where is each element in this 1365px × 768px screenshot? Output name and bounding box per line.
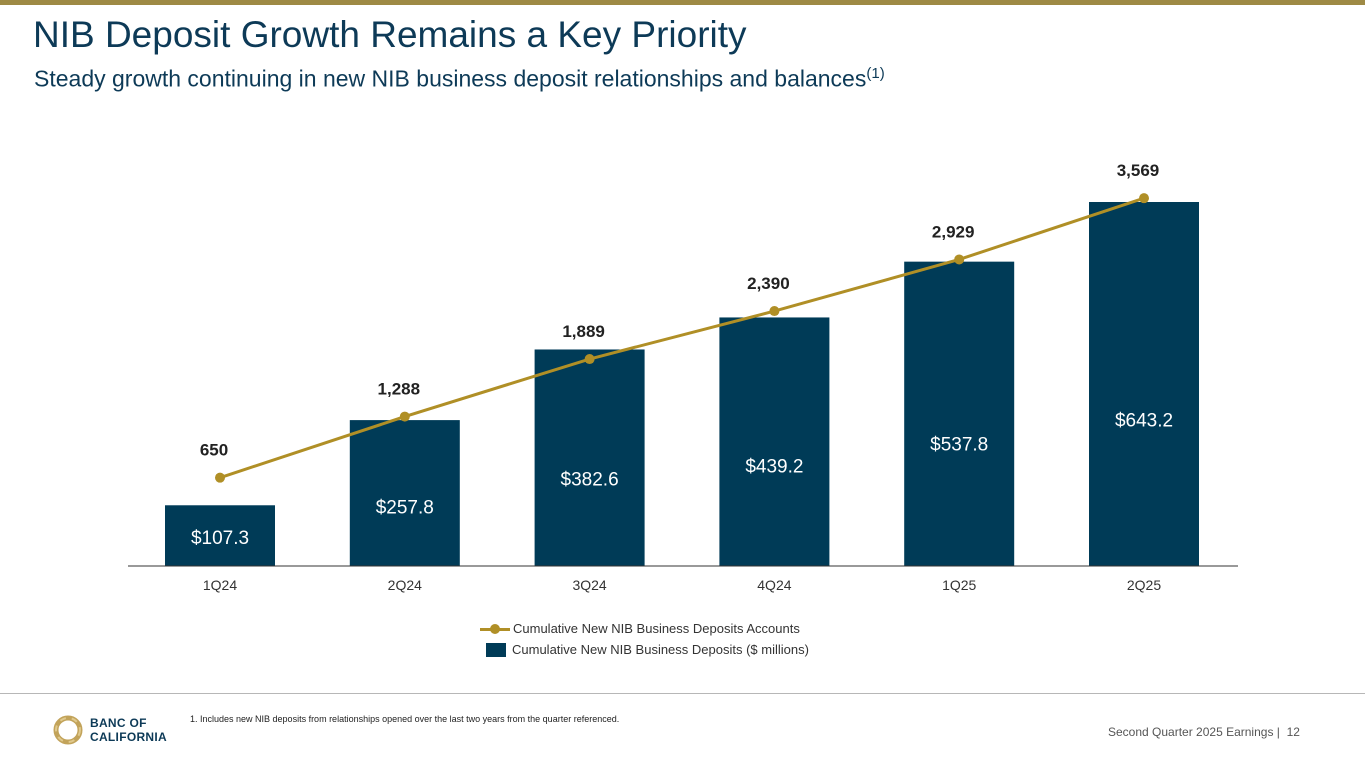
accounts-point xyxy=(399,411,410,422)
accounts-point xyxy=(215,472,225,483)
line-value-label: 1,889 xyxy=(562,322,605,341)
logo-text: BANC OF CALIFORNIA xyxy=(90,716,167,744)
bank-logo: BANC OF CALIFORNIA xyxy=(52,713,167,747)
legend-label-accounts: Cumulative New NIB Business Deposits Acc… xyxy=(513,621,800,636)
subtitle-footnote-ref: (1) xyxy=(866,65,885,82)
line-value-label: 1,288 xyxy=(378,380,421,399)
chart-legend: Cumulative New NIB Business Deposits Acc… xyxy=(480,618,809,660)
accounts-line xyxy=(219,196,1145,480)
accounts-point xyxy=(954,254,965,265)
bar-value-label: $382.6 xyxy=(561,469,619,490)
bar-4q24 xyxy=(719,317,830,566)
legend-bar-swatch xyxy=(486,642,506,657)
bar-2q25 xyxy=(1089,202,1199,566)
bar-value-label: $107.3 xyxy=(191,528,249,549)
legend-item-accounts: Cumulative New NIB Business Deposits Acc… xyxy=(480,618,809,639)
bar-1q24 xyxy=(165,505,275,566)
page-number: 12 xyxy=(1286,725,1300,739)
deposit-growth-chart: $107.3 $257.8 $382.6 $439.2 $537.8 $643.2 1Q24… xyxy=(128,161,1238,593)
subtitle-text: Steady growth continuing in new NIB busi… xyxy=(34,65,867,92)
bar-1q25 xyxy=(904,261,1015,566)
footnote: 1. Includes new NIB deposits from relati… xyxy=(190,714,620,724)
logo-line-1: BANC OF xyxy=(90,716,147,730)
x-tick-label: 2Q25 xyxy=(1127,577,1161,593)
line-value-label: 2,390 xyxy=(747,274,790,293)
bar-value-label: $439.2 xyxy=(745,457,803,478)
x-tick-label: 4Q24 xyxy=(757,577,791,593)
x-tick-label: 2Q24 xyxy=(388,577,422,593)
legend-line-swatch xyxy=(480,623,510,634)
accounts-point xyxy=(1139,193,1149,204)
logo-mark-icon xyxy=(53,715,83,745)
top-accent-bar xyxy=(0,0,1365,5)
page-subtitle: Steady growth continuing in new NIB busi… xyxy=(34,65,885,93)
x-tick-label: 1Q25 xyxy=(942,577,976,593)
line-value-label: 2,929 xyxy=(932,222,975,241)
footer: Second Quarter 2025 Earnings | 12 xyxy=(1108,725,1300,739)
bar-2q24 xyxy=(349,420,460,566)
footer-label: Second Quarter 2025 Earnings | xyxy=(1108,725,1280,739)
line-value-label: 3,569 xyxy=(1117,161,1160,180)
footer-divider xyxy=(0,693,1365,694)
x-tick-label: 3Q24 xyxy=(572,577,606,593)
accounts-point xyxy=(584,354,595,365)
bar-3q24 xyxy=(534,349,645,566)
accounts-point xyxy=(769,306,780,317)
logo-line-2: CALIFORNIA xyxy=(90,730,167,744)
legend-label-deposits: Cumulative New NIB Business Deposits ($ … xyxy=(512,642,809,657)
line-value-label: 650 xyxy=(200,441,228,460)
x-tick-label: 1Q24 xyxy=(203,577,237,593)
bar-value-label: $537.8 xyxy=(930,434,988,455)
legend-item-deposits: Cumulative New NIB Business Deposits ($ … xyxy=(480,639,809,660)
bar-value-label: $643.2 xyxy=(1115,410,1173,431)
page-title: NIB Deposit Growth Remains a Key Priorit… xyxy=(33,14,747,55)
bar-value-label: $257.8 xyxy=(376,498,434,519)
